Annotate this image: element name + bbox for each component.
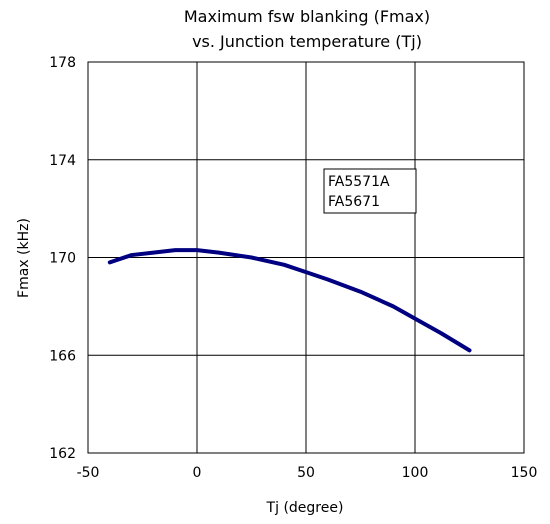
legend-frame: [323, 168, 417, 214]
y-axis-label: Fmax (kHz): [16, 218, 32, 298]
chart-title-line-1: Maximum fsw blanking (Fmax): [184, 7, 430, 26]
y-tick-label: 178: [49, 55, 76, 71]
series-layer: [107, 248, 472, 353]
series-line: [107, 248, 472, 353]
x-tick-label: 150: [511, 465, 538, 481]
legend-entry-1: FA5571A: [328, 174, 390, 190]
grid: [87, 61, 525, 454]
y-tick-label: 170: [49, 251, 76, 267]
y-tick-label: 174: [49, 153, 76, 169]
chart-title-line-2: vs. Junction temperature (Tj): [192, 32, 422, 51]
x-tick-label: 100: [402, 465, 429, 481]
y-tick-labels: 162 166 170 174 178: [49, 55, 76, 462]
plot-frame: [87, 61, 525, 454]
legend-box: FA5571A FA5671: [323, 168, 417, 214]
x-tick-label: 0: [193, 465, 202, 481]
x-tick-labels: -50 0 50 100 150: [77, 465, 538, 481]
x-tick-label: -50: [77, 465, 100, 481]
x-axis-label: Tj (degree): [266, 500, 344, 516]
y-tick-label: 166: [49, 348, 76, 364]
x-tick-label: 50: [297, 465, 315, 481]
y-tick-label: 162: [49, 446, 76, 462]
legend-entry-2: FA5671: [328, 194, 380, 210]
